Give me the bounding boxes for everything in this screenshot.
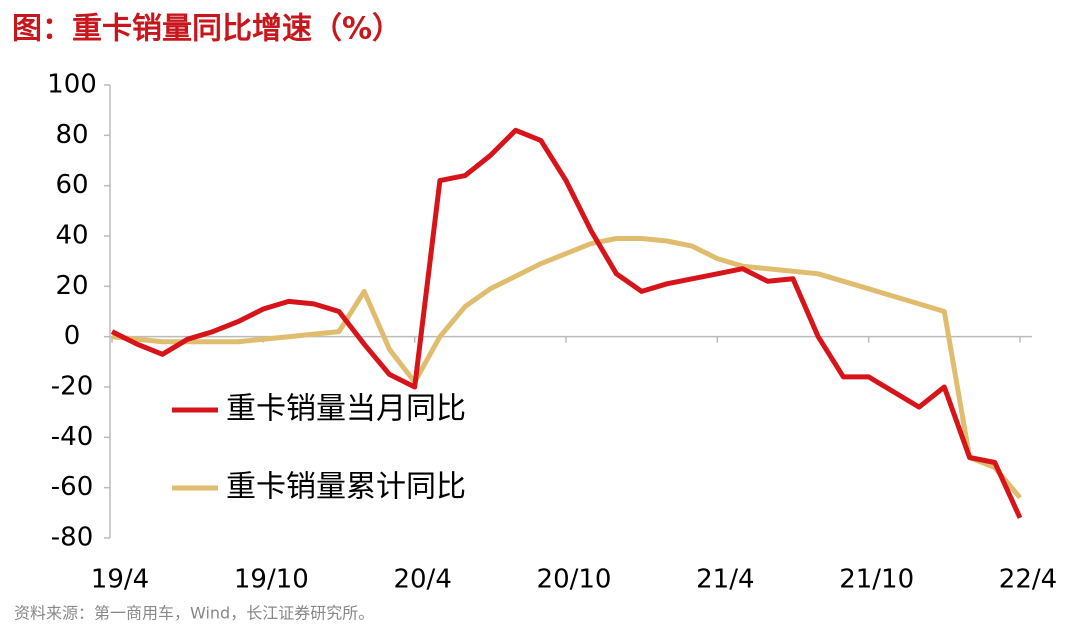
series-line bbox=[110, 127, 1023, 519]
legend-label: 重卡销量当月同比 bbox=[226, 392, 466, 427]
legend-label: 重卡销量累计同比 bbox=[226, 470, 466, 505]
y-tick-label: 100 bbox=[47, 70, 97, 100]
series-line bbox=[111, 236, 1022, 500]
y-tick-label: -60 bbox=[51, 472, 93, 502]
y-tick-label: 80 bbox=[55, 120, 88, 150]
x-tick-label: 22/4 bbox=[999, 565, 1057, 595]
x-tick-label: 21/10 bbox=[839, 565, 914, 595]
x-tick-label: 19/4 bbox=[91, 565, 149, 595]
y-tick-label: 40 bbox=[55, 221, 88, 251]
x-tick-label: 20/10 bbox=[537, 565, 612, 595]
y-tick-label: -40 bbox=[51, 422, 93, 452]
x-tick-label: 21/4 bbox=[696, 565, 754, 595]
y-tick-label: -80 bbox=[51, 523, 93, 553]
source-note: 资料来源：第一商用车，Wind，长江证券研究所。 bbox=[14, 604, 374, 623]
y-tick-label: 0 bbox=[64, 321, 81, 351]
chart-title: 图：重卡销量同比增速（%） bbox=[12, 12, 402, 47]
x-tick-label: 20/4 bbox=[393, 565, 451, 595]
x-tick-label: 19/10 bbox=[234, 565, 309, 595]
y-tick-label: 60 bbox=[55, 170, 88, 200]
y-tick-label: -20 bbox=[51, 372, 93, 402]
y-tick-label: 20 bbox=[55, 271, 88, 301]
